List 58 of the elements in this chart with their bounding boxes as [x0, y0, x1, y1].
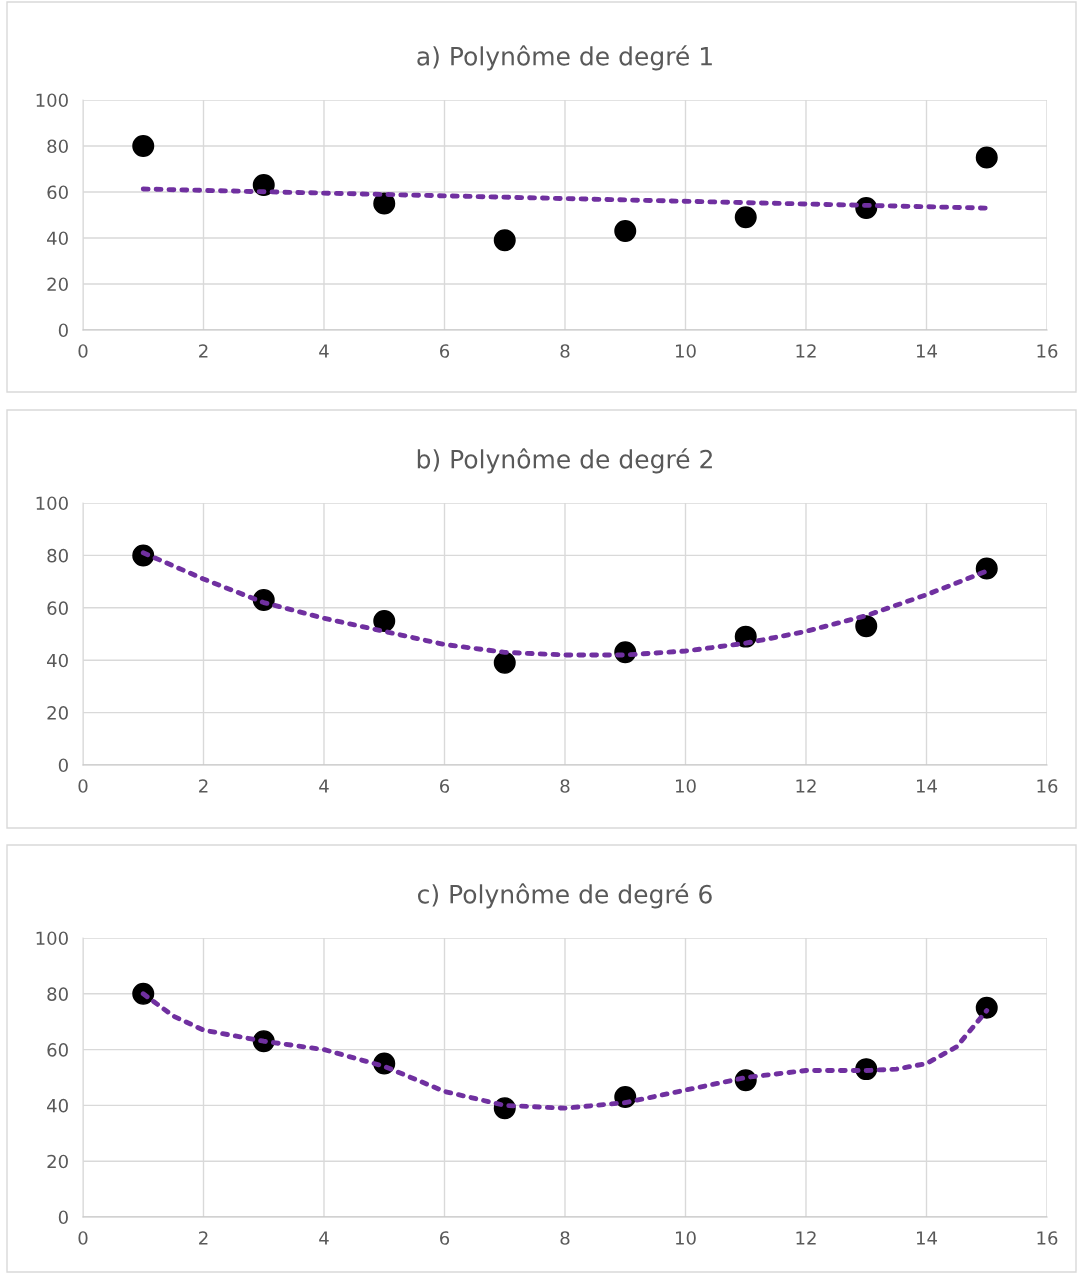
- x-tick-label: 6: [440, 344, 450, 358]
- point: [975, 146, 998, 169]
- x-tick-label: 12: [796, 344, 816, 358]
- x-tick-label: 12: [796, 779, 816, 793]
- x-tick-label: 6: [440, 1231, 450, 1245]
- x-tick-label: 16: [1037, 779, 1058, 793]
- y-tick-label: 20: [47, 277, 68, 292]
- chart-title: c) Polynôme de degré 6: [418, 883, 712, 909]
- y-tick-label: 80: [47, 139, 68, 154]
- y-tick-label: 20: [47, 706, 68, 720]
- y-tick-label: 40: [47, 231, 68, 246]
- point: [493, 651, 516, 674]
- x-tick-label: 8: [560, 1231, 570, 1245]
- x-tick-label: 10: [676, 1231, 696, 1245]
- x-tick-label: 6: [440, 779, 450, 793]
- y-tick-label: 100: [36, 93, 68, 108]
- x-tick-label: 8: [560, 344, 570, 358]
- y-tick-label: 100: [36, 496, 68, 511]
- y-tick-label: 80: [47, 548, 68, 563]
- y-tick-label: 80: [47, 987, 68, 1001]
- x-tick-label: 4: [319, 779, 329, 793]
- point: [493, 229, 516, 252]
- chart-title: b) Polynôme de degré 2: [417, 448, 712, 474]
- y-tick-label: 0: [58, 1210, 68, 1225]
- x-tick-label: 16: [1037, 1231, 1058, 1245]
- chart-title: a) Polynôme de degré 1: [417, 45, 712, 71]
- point: [975, 996, 998, 1019]
- x-tick-label: 14: [917, 344, 937, 358]
- x-tick-label: 0: [78, 344, 88, 358]
- point: [614, 220, 637, 243]
- x-tick-label: 2: [199, 344, 208, 358]
- x-tick-label: 0: [78, 779, 88, 793]
- y-tick-label: 0: [58, 323, 68, 338]
- x-tick-label: 14: [917, 1231, 937, 1245]
- x-tick-label: 8: [560, 779, 570, 793]
- y-tick-label: 40: [47, 653, 68, 668]
- point: [373, 609, 396, 632]
- y-tick-label: 60: [47, 185, 68, 200]
- x-tick-label: 10: [676, 344, 696, 358]
- y-tick-label: 0: [58, 758, 68, 773]
- y-tick-label: 60: [47, 601, 68, 615]
- y-tick-label: 40: [47, 1098, 68, 1113]
- x-tick-label: 0: [78, 1231, 88, 1245]
- point: [855, 615, 878, 638]
- point: [373, 192, 396, 215]
- y-tick-label: 100: [36, 931, 68, 946]
- x-tick-label: 14: [917, 779, 937, 793]
- y-tick-label: 20: [47, 1154, 68, 1169]
- x-tick-label: 2: [199, 1231, 208, 1245]
- y-tick-label: 60: [47, 1043, 68, 1057]
- x-tick-label: 4: [319, 1231, 329, 1245]
- x-tick-label: 4: [319, 344, 329, 358]
- x-tick-label: 16: [1037, 344, 1058, 358]
- point: [734, 206, 757, 229]
- x-tick-label: 12: [796, 1231, 816, 1245]
- x-tick-label: 10: [676, 779, 696, 793]
- point: [132, 135, 155, 157]
- x-tick-label: 2: [199, 779, 208, 793]
